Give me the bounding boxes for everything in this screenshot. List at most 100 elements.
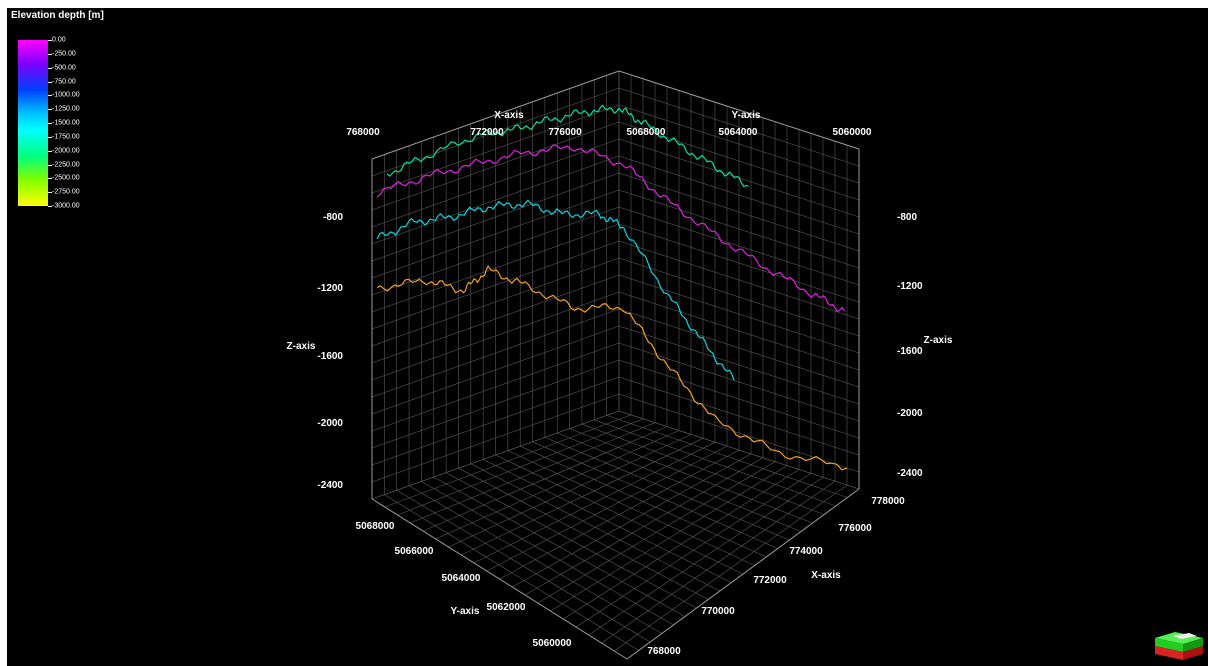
series-line[interactable] (386, 104, 749, 188)
colorbar-tick (48, 40, 52, 41)
grid-line (371, 121, 620, 211)
grid-line (575, 473, 812, 628)
colorbar-tick (48, 67, 52, 69)
grid-line (618, 240, 860, 320)
grid-line (618, 223, 860, 303)
grid-line (371, 104, 620, 194)
axis-edge (626, 488, 860, 660)
z-right-tick-label: -2000 (897, 408, 923, 419)
colorbar-tick (48, 136, 52, 138)
z-axis-title-left: Z-axis (287, 341, 316, 352)
grid-line (371, 172, 620, 262)
colorbar-tick (48, 192, 52, 194)
y-bottom-tick-label: 5068000 (356, 521, 395, 532)
grid-line (618, 172, 860, 252)
grid-line (614, 484, 848, 652)
colorbar-label: -1750.00 (52, 133, 80, 141)
z-left-tick-label: -800 (323, 212, 343, 223)
x-bottom-tick-label: 778000 (871, 496, 905, 507)
grid-line (371, 155, 620, 245)
grid-line (606, 415, 848, 498)
grid-line (618, 189, 860, 269)
grid-line (588, 477, 824, 636)
x-axis-title-top: X-axis (494, 110, 524, 121)
colorbar-label: -1250.00 (52, 105, 80, 113)
x-bottom-tick-label: 770000 (701, 606, 735, 617)
colorbar-tick (48, 164, 52, 166)
grid-line (371, 223, 620, 313)
colorbar-tick (48, 95, 52, 97)
colorbar-label: -2750.00 (52, 188, 80, 196)
z-left-tick-label: -2400 (317, 480, 343, 491)
y-top-tick-label: 5064000 (719, 127, 758, 138)
z-right-tick-label: -1200 (897, 281, 923, 292)
z-left-tick-label: -1200 (317, 283, 343, 294)
orientation-cube-icon[interactable] (1153, 630, 1207, 664)
z-left-tick-label: -1600 (317, 351, 343, 362)
colorbar-tick (48, 150, 52, 152)
colorbar-label: -3000.00 (52, 202, 80, 210)
grid-line (371, 206, 620, 296)
x-top-tick-label: 776000 (548, 127, 582, 138)
series-line[interactable] (376, 199, 735, 381)
colorbar-labels: 0.00 -250.00 -500.00 -750.00 -1000.00 -1250.0… (48, 36, 112, 210)
colorbar-gradient (18, 40, 48, 206)
grid-line (557, 432, 802, 532)
grid-line (563, 469, 800, 620)
grid-line (594, 419, 836, 507)
z-left-tick-label: -2000 (317, 418, 343, 429)
grid-line (371, 189, 620, 279)
axis-edge (618, 70, 860, 150)
colorbar-tick (48, 53, 52, 55)
x-bottom-tick-label: 772000 (753, 575, 787, 586)
grid-line (499, 449, 740, 580)
z-right-tick-label: -800 (897, 212, 917, 223)
colorbar-tick (48, 123, 52, 124)
colorbar-label: -750.00 (52, 78, 76, 85)
colorbar-label: -2000.00 (52, 147, 80, 155)
grid-line (618, 104, 860, 184)
x-top-tick-label: 772000 (470, 127, 504, 138)
grid-line (537, 461, 776, 604)
grid-line (581, 423, 825, 515)
grid-line (618, 87, 860, 167)
colorbar-tick (48, 206, 52, 207)
y-top-tick-label: 5068000 (627, 127, 666, 138)
colorbar-tick (48, 178, 52, 180)
y-top-tick-label: 5060000 (833, 127, 872, 138)
grid-line (524, 457, 764, 596)
colorbar-label: -1500.00 (52, 119, 80, 127)
x-top-tick-label: 768000 (346, 127, 380, 138)
plot-viewport[interactable]: Elevation depth [m] 0.00 -250.00 -500.00 -7… (7, 8, 1208, 666)
grid-line (618, 121, 860, 201)
colorbar-label: -2500.00 (52, 174, 80, 182)
grid-line (371, 87, 620, 177)
grid-line (520, 445, 767, 558)
grid-line (618, 206, 860, 286)
grid-line (371, 240, 620, 330)
z-right-tick-label: -1600 (897, 346, 923, 357)
grid-line (512, 453, 752, 588)
colorbar-label: -1000.00 (52, 91, 80, 99)
axis-edge (371, 70, 620, 160)
series-line[interactable] (376, 144, 846, 313)
colorbar-tick (48, 81, 52, 83)
colorbar-label: 0.00 (52, 36, 66, 44)
y-bottom-tick-label: 5060000 (533, 638, 572, 649)
z-axis-title-right: Z-axis (924, 335, 953, 346)
colorbar-label: -250.00 (52, 50, 76, 58)
y-bottom-tick-label: 5062000 (487, 602, 526, 613)
y-axis-title-bottom: Y-axis (451, 606, 480, 617)
series-line[interactable] (376, 264, 848, 471)
grid-line (507, 450, 755, 566)
x-bottom-tick-label: 774000 (789, 546, 823, 557)
colorbar-label: -500.00 (52, 64, 76, 72)
grid-line (618, 155, 860, 235)
y-bottom-tick-label: 5066000 (395, 546, 434, 557)
grid-line (532, 441, 778, 549)
plot-3d[interactable]: X-axis Y-axis Z-axis Z-axis Y-axis X-axis 7680… (7, 8, 1208, 666)
colorbar-label: -2250.00 (52, 161, 80, 168)
y-bottom-tick-label: 5064000 (442, 573, 481, 584)
grid-line (371, 138, 620, 228)
x-bottom-tick-label: 776000 (838, 523, 872, 534)
